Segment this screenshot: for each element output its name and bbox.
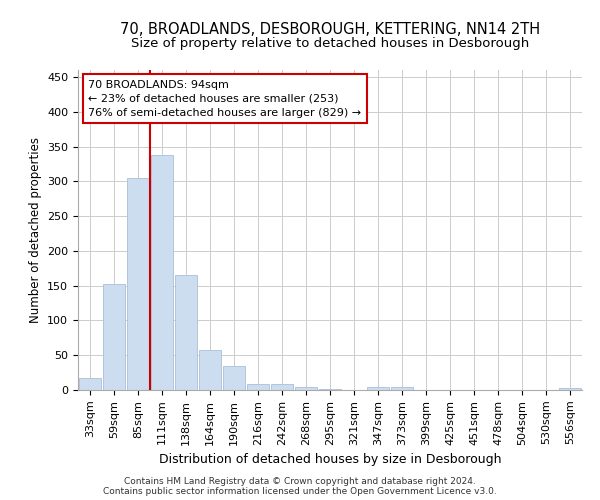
Bar [247, 384, 269, 390]
Bar [223, 366, 245, 390]
Bar [559, 388, 581, 390]
Bar [271, 384, 293, 390]
Bar [79, 378, 101, 390]
Bar [367, 386, 389, 390]
Text: 70 BROADLANDS: 94sqm
← 23% of detached houses are smaller (253)
76% of semi-deta: 70 BROADLANDS: 94sqm ← 23% of detached h… [88, 80, 361, 118]
Text: Size of property relative to detached houses in Desborough: Size of property relative to detached ho… [131, 38, 529, 51]
X-axis label: Distribution of detached houses by size in Desborough: Distribution of detached houses by size … [159, 453, 501, 466]
Bar [175, 275, 197, 390]
Text: 70, BROADLANDS, DESBOROUGH, KETTERING, NN14 2TH: 70, BROADLANDS, DESBOROUGH, KETTERING, N… [120, 22, 540, 38]
Text: Contains HM Land Registry data © Crown copyright and database right 2024.: Contains HM Land Registry data © Crown c… [124, 478, 476, 486]
Bar [151, 155, 173, 390]
Bar [391, 386, 413, 390]
Bar [199, 350, 221, 390]
Bar [103, 284, 125, 390]
Text: Contains public sector information licensed under the Open Government Licence v3: Contains public sector information licen… [103, 488, 497, 496]
Y-axis label: Number of detached properties: Number of detached properties [29, 137, 41, 323]
Bar [127, 178, 149, 390]
Bar [295, 387, 317, 390]
